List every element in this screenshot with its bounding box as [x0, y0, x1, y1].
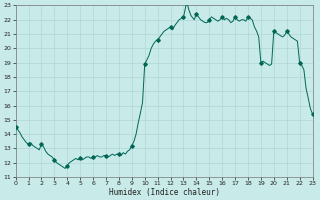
X-axis label: Humidex (Indice chaleur): Humidex (Indice chaleur) [108, 188, 220, 197]
